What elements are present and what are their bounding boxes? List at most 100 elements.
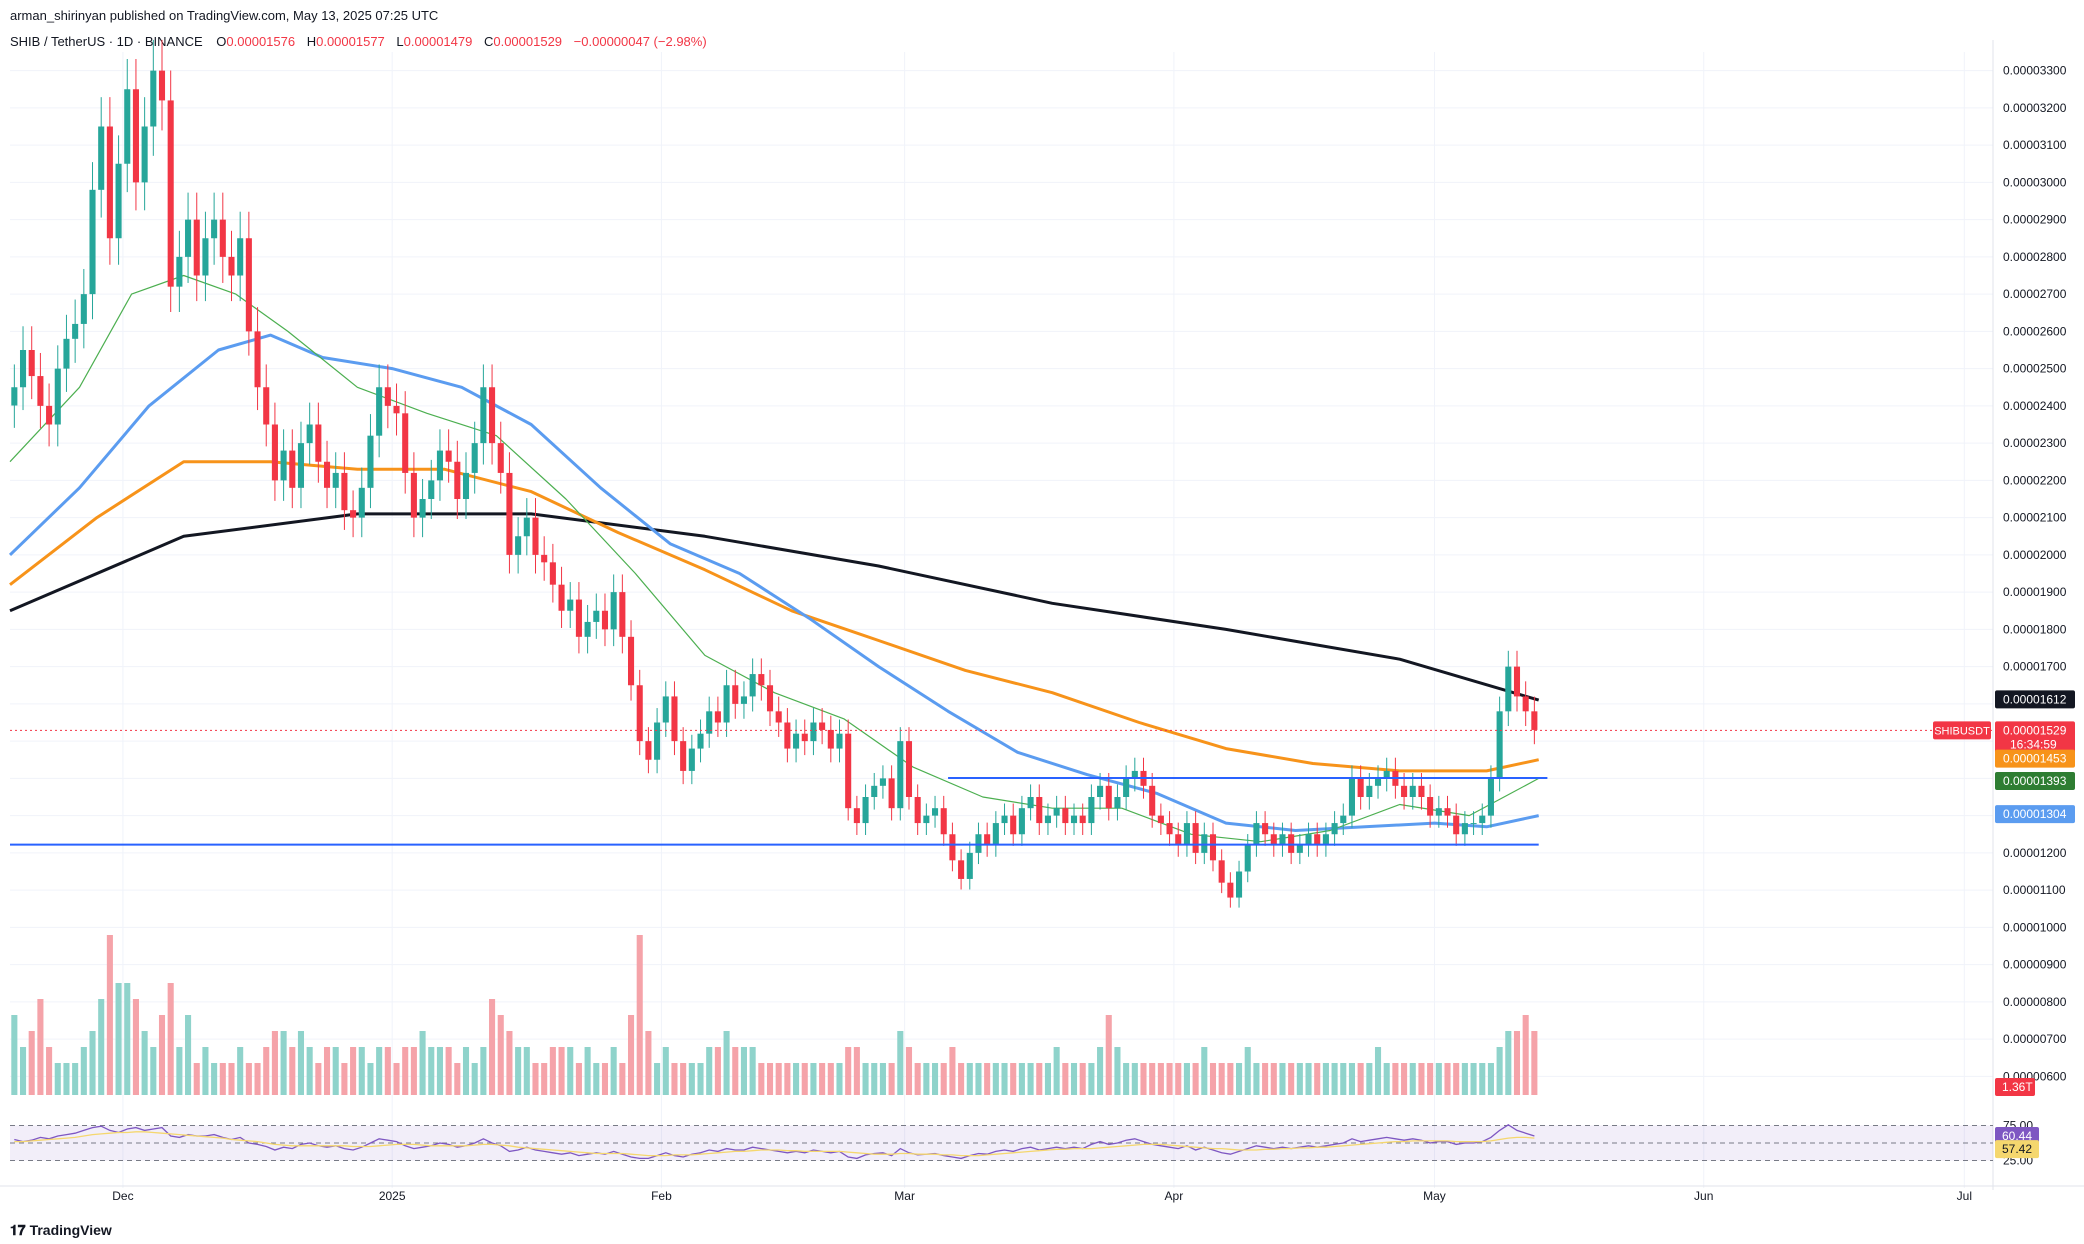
candle-body[interactable] [1513,666,1521,697]
candle-body[interactable] [271,424,278,481]
candle-body[interactable] [297,443,305,488]
candle-body[interactable] [237,238,244,276]
candle-body[interactable] [254,331,261,388]
candle-body[interactable] [515,536,522,555]
candle-body[interactable] [280,450,287,481]
candle-body[interactable] [836,733,843,749]
candle-body[interactable] [306,424,313,444]
candle-body[interactable] [1340,815,1347,824]
candle-body[interactable] [1079,815,1086,824]
candle-body[interactable] [72,323,79,339]
candle-body[interactable] [80,294,87,324]
candle-body[interactable] [376,387,383,436]
candle-body[interactable] [1366,785,1373,797]
candle-body[interactable] [740,696,747,704]
candle-body[interactable] [1331,823,1338,835]
candle-body[interactable] [532,517,539,555]
candle-body[interactable] [801,733,808,742]
candle-body[interactable] [37,376,44,406]
candle-body[interactable] [1270,834,1277,846]
candle-body[interactable] [46,405,53,425]
candle-body[interactable] [1461,823,1468,835]
candle-body[interactable] [132,89,139,183]
candle-body[interactable] [1244,845,1251,872]
candle-body[interactable] [1175,834,1182,846]
candle-body[interactable] [367,435,374,488]
candle-body[interactable] [1296,845,1303,853]
candle-body[interactable] [211,219,218,239]
candle-body[interactable] [688,748,695,771]
candle-body[interactable] [1470,823,1477,825]
symbol-title[interactable]: SHIB / TetherUS · 1D · BINANCE [10,34,203,49]
candle-body[interactable] [862,797,869,824]
time-axis[interactable]: Dec 2025 Feb Mar Apr May Jun Jul [112,1189,1972,1203]
candle-body[interactable] [315,424,322,462]
candle-body[interactable] [1114,797,1121,809]
candle-body[interactable] [1479,815,1486,824]
candle-body[interactable] [63,338,70,369]
candle-body[interactable] [358,487,365,518]
candle-body[interactable] [1027,797,1034,809]
candle-body[interactable] [984,834,991,846]
candle-body[interactable] [1496,711,1503,779]
candle-body[interactable] [1357,778,1364,797]
candle-body[interactable] [1505,666,1512,712]
candle-body[interactable] [219,219,226,257]
candle-body[interactable] [992,823,999,846]
candle-body[interactable] [436,450,443,481]
candle-body[interactable] [1149,785,1156,816]
candle-body[interactable] [115,163,122,239]
support-lines[interactable] [10,729,1993,846]
candle-body[interactable] [410,472,417,518]
candle-body[interactable] [228,256,235,276]
candle-body[interactable] [384,387,391,406]
candle-body[interactable] [176,256,183,287]
candle-body[interactable] [827,729,834,749]
candle-body[interactable] [323,461,331,488]
candle-body[interactable] [923,815,930,824]
candle-body[interactable] [506,472,513,555]
candle-body[interactable] [958,860,965,879]
candle-body[interactable] [202,238,209,276]
candle-body[interactable] [245,238,252,332]
candle-body[interactable] [819,722,826,730]
candle-body[interactable] [1088,797,1095,824]
price-axis[interactable]: 0.00003300 0.00003200 0.00003100 0.00003000… [2003,64,2067,1084]
candle-body[interactable] [732,685,739,704]
candle-body[interactable] [932,808,939,816]
candle-body[interactable] [462,472,470,499]
candle-body[interactable] [766,685,774,712]
candle-body[interactable] [1062,808,1069,824]
candle-body[interactable] [1522,696,1529,712]
candle-body[interactable] [1444,808,1451,816]
candle-body[interactable] [289,450,296,488]
candle-body[interactable] [601,610,609,630]
candle-body[interactable] [1236,871,1243,898]
candle-body[interactable] [541,554,548,563]
candle-body[interactable] [645,741,652,760]
candle-body[interactable] [671,696,678,742]
candle-body[interactable] [1322,834,1329,846]
candle-body[interactable] [1262,823,1269,835]
candle-body[interactable] [489,387,496,444]
candle-body[interactable] [1010,815,1017,835]
candle-body[interactable] [1401,785,1408,797]
candle-body[interactable] [193,219,200,276]
candle-body[interactable] [627,636,635,686]
candle-body[interactable] [775,711,782,723]
candle-body[interactable] [749,674,756,697]
candle-body[interactable] [480,387,487,444]
candle-body[interactable] [523,517,530,537]
candle-body[interactable] [940,808,947,835]
candle-body[interactable] [897,741,904,809]
candle-body[interactable] [584,621,591,637]
candle-body[interactable] [549,562,556,585]
candle-body[interactable] [1453,815,1460,835]
candle-body[interactable] [662,696,669,723]
candle-body[interactable] [89,189,96,295]
candle-body[interactable] [393,405,400,414]
candle-body[interactable] [853,808,860,824]
candle-body[interactable] [1409,785,1416,797]
candle-body[interactable] [1253,823,1260,846]
